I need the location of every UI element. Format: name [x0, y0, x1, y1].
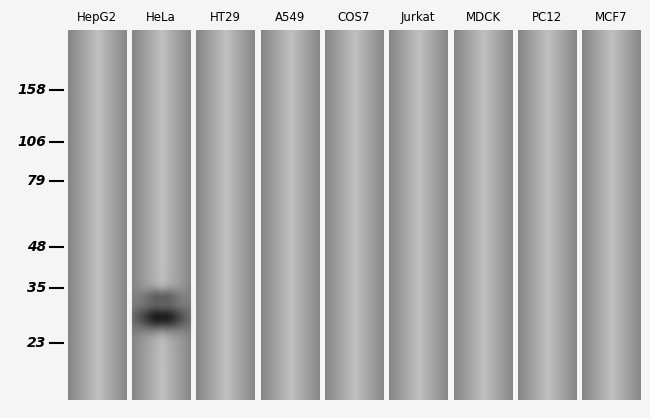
Text: MCF7: MCF7	[595, 11, 627, 24]
Text: HepG2: HepG2	[77, 11, 117, 24]
Text: PC12: PC12	[532, 11, 562, 24]
Text: 158: 158	[17, 83, 46, 97]
Text: 79: 79	[27, 174, 46, 188]
Text: COS7: COS7	[338, 11, 370, 24]
Text: HT29: HT29	[209, 11, 240, 24]
Text: Jurkat: Jurkat	[401, 11, 436, 24]
Text: 35: 35	[27, 281, 46, 295]
Text: HeLa: HeLa	[146, 11, 176, 24]
Text: A549: A549	[275, 11, 306, 24]
Text: 23: 23	[27, 336, 46, 350]
Text: 106: 106	[17, 135, 46, 149]
Text: MDCK: MDCK	[465, 11, 500, 24]
Text: 48: 48	[27, 240, 46, 254]
